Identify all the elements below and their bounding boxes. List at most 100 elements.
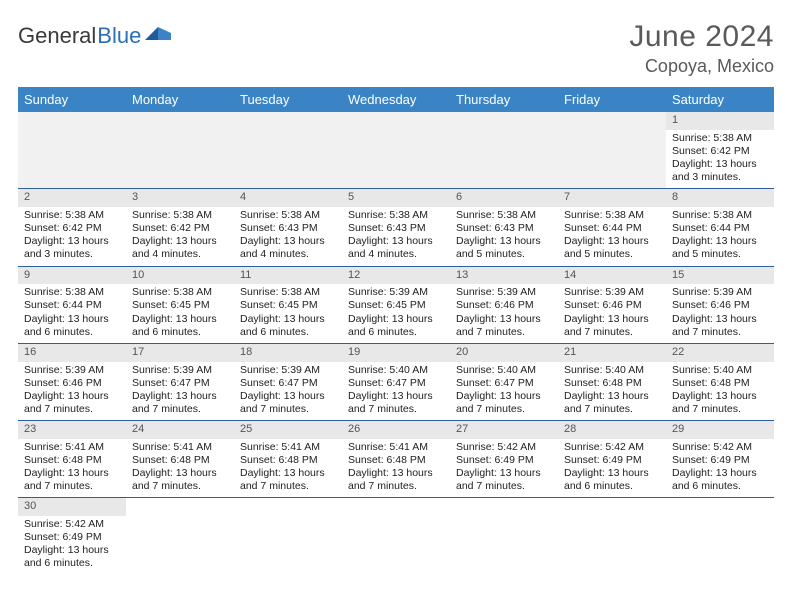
calendar-cell: 10Sunrise: 5:38 AMSunset: 6:45 PMDayligh… <box>126 266 234 343</box>
daylight-text: Daylight: 13 hours and 7 minutes. <box>132 467 228 493</box>
sunrise-text: Sunrise: 5:39 AM <box>348 286 444 299</box>
sunset-text: Sunset: 6:45 PM <box>132 299 228 312</box>
day-number: 18 <box>234 344 342 362</box>
day-details: Sunrise: 5:41 AMSunset: 6:48 PMDaylight:… <box>234 439 342 498</box>
day-number: 15 <box>666 267 774 285</box>
day-details: Sunrise: 5:42 AMSunset: 6:49 PMDaylight:… <box>666 439 774 498</box>
calendar-cell: 24Sunrise: 5:41 AMSunset: 6:48 PMDayligh… <box>126 421 234 498</box>
daylight-text: Daylight: 13 hours and 7 minutes. <box>348 390 444 416</box>
sunrise-text: Sunrise: 5:38 AM <box>672 209 768 222</box>
day-details: Sunrise: 5:38 AMSunset: 6:45 PMDaylight:… <box>126 284 234 343</box>
day-number: 26 <box>342 421 450 439</box>
daylight-text: Daylight: 13 hours and 6 minutes. <box>348 313 444 339</box>
day-details: Sunrise: 5:40 AMSunset: 6:48 PMDaylight:… <box>666 362 774 421</box>
day-details: Sunrise: 5:38 AMSunset: 6:42 PMDaylight:… <box>126 207 234 266</box>
day-number: 21 <box>558 344 666 362</box>
day-number: 3 <box>126 189 234 207</box>
sunset-text: Sunset: 6:46 PM <box>24 377 120 390</box>
day-details: Sunrise: 5:39 AMSunset: 6:45 PMDaylight:… <box>342 284 450 343</box>
calendar-cell: 18Sunrise: 5:39 AMSunset: 6:47 PMDayligh… <box>234 343 342 420</box>
daylight-text: Daylight: 13 hours and 7 minutes. <box>672 390 768 416</box>
location: Copoya, Mexico <box>629 56 774 77</box>
brand-word2: Blue <box>97 23 141 49</box>
calendar-cell: 12Sunrise: 5:39 AMSunset: 6:45 PMDayligh… <box>342 266 450 343</box>
daylight-text: Daylight: 13 hours and 4 minutes. <box>348 235 444 261</box>
daylight-text: Daylight: 13 hours and 7 minutes. <box>456 390 552 416</box>
calendar-cell: 1Sunrise: 5:38 AMSunset: 6:42 PMDaylight… <box>666 112 774 189</box>
calendar-cell: 11Sunrise: 5:38 AMSunset: 6:45 PMDayligh… <box>234 266 342 343</box>
sunset-text: Sunset: 6:49 PM <box>672 454 768 467</box>
sunset-text: Sunset: 6:44 PM <box>24 299 120 312</box>
calendar-cell: 8Sunrise: 5:38 AMSunset: 6:44 PMDaylight… <box>666 189 774 266</box>
sunrise-text: Sunrise: 5:38 AM <box>24 209 120 222</box>
sunset-text: Sunset: 6:48 PM <box>240 454 336 467</box>
calendar-cell: 13Sunrise: 5:39 AMSunset: 6:46 PMDayligh… <box>450 266 558 343</box>
calendar-cell <box>666 498 774 575</box>
calendar-row: 9 Sunrise: 5:38 AM Sunset: 6:44 PM Daylight… <box>18 266 774 343</box>
calendar-cell: 26Sunrise: 5:41 AMSunset: 6:48 PMDayligh… <box>342 421 450 498</box>
calendar-cell <box>558 498 666 575</box>
day-number: 2 <box>18 189 126 207</box>
day-number: 13 <box>450 267 558 285</box>
sunrise-text: Sunrise: 5:38 AM <box>132 209 228 222</box>
day-number: 12 <box>342 267 450 285</box>
sunset-text: Sunset: 6:43 PM <box>348 222 444 235</box>
day-number: 29 <box>666 421 774 439</box>
daylight-text: Daylight: 13 hours and 4 minutes. <box>132 235 228 261</box>
sunset-text: Sunset: 6:46 PM <box>456 299 552 312</box>
calendar-cell: 7Sunrise: 5:38 AMSunset: 6:44 PMDaylight… <box>558 189 666 266</box>
sunset-text: Sunset: 6:48 PM <box>564 377 660 390</box>
day-details: Sunrise: 5:40 AMSunset: 6:48 PMDaylight:… <box>558 362 666 421</box>
sunrise-text: Sunrise: 5:42 AM <box>564 441 660 454</box>
brand-mark-icon <box>145 20 171 46</box>
day-number: 5 <box>342 189 450 207</box>
sunset-text: Sunset: 6:48 PM <box>672 377 768 390</box>
sunset-text: Sunset: 6:46 PM <box>672 299 768 312</box>
sunset-text: Sunset: 6:48 PM <box>24 454 120 467</box>
day-details: Sunrise: 5:38 AMSunset: 6:44 PMDaylight:… <box>558 207 666 266</box>
sunset-text: Sunset: 6:47 PM <box>240 377 336 390</box>
calendar-cell <box>558 112 666 189</box>
weekday-header: Friday <box>558 87 666 112</box>
sunrise-text: Sunrise: 5:38 AM <box>672 132 768 145</box>
daylight-text: Daylight: 13 hours and 7 minutes. <box>24 467 120 493</box>
sunrise-text: Sunrise: 5:41 AM <box>240 441 336 454</box>
sunrise-text: Sunrise: 5:38 AM <box>240 209 336 222</box>
day-details: Sunrise: 5:39 AMSunset: 6:46 PMDaylight:… <box>666 284 774 343</box>
daylight-text: Daylight: 13 hours and 6 minutes. <box>672 467 768 493</box>
sunset-text: Sunset: 6:48 PM <box>348 454 444 467</box>
day-number: 30 <box>18 498 126 516</box>
sunrise-text: Sunrise: 5:39 AM <box>456 286 552 299</box>
sunrise-text: Sunrise: 5:38 AM <box>564 209 660 222</box>
sunrise-text: Sunrise: 5:39 AM <box>564 286 660 299</box>
calendar-cell <box>450 112 558 189</box>
sunrise-text: Sunrise: 5:38 AM <box>240 286 336 299</box>
day-number: 4 <box>234 189 342 207</box>
sunset-text: Sunset: 6:49 PM <box>24 531 120 544</box>
weekday-header: Wednesday <box>342 87 450 112</box>
day-number: 10 <box>126 267 234 285</box>
sunset-text: Sunset: 6:49 PM <box>456 454 552 467</box>
calendar-row: 2Sunrise: 5:38 AMSunset: 6:42 PMDaylight… <box>18 189 774 266</box>
sunrise-text: Sunrise: 5:39 AM <box>672 286 768 299</box>
calendar-cell <box>126 112 234 189</box>
sunset-text: Sunset: 6:48 PM <box>132 454 228 467</box>
sunrise-text: Sunrise: 5:40 AM <box>564 364 660 377</box>
day-number: 14 <box>558 267 666 285</box>
day-number: 6 <box>450 189 558 207</box>
daylight-text: Daylight: 13 hours and 7 minutes. <box>240 390 336 416</box>
sunset-text: Sunset: 6:47 PM <box>456 377 552 390</box>
daylight-text: Daylight: 13 hours and 7 minutes. <box>240 467 336 493</box>
day-number: 22 <box>666 344 774 362</box>
calendar-cell: 14Sunrise: 5:39 AMSunset: 6:46 PMDayligh… <box>558 266 666 343</box>
daylight-text: Daylight: 13 hours and 3 minutes. <box>24 235 120 261</box>
sunset-text: Sunset: 6:47 PM <box>348 377 444 390</box>
day-details: Sunrise: 5:42 AMSunset: 6:49 PMDaylight:… <box>558 439 666 498</box>
daylight-text: Daylight: 13 hours and 6 minutes. <box>24 544 120 570</box>
day-details: Sunrise: 5:38 AMSunset: 6:42 PMDaylight:… <box>18 207 126 266</box>
day-number: 9 <box>18 267 126 285</box>
calendar-cell <box>342 112 450 189</box>
sunrise-text: Sunrise: 5:42 AM <box>672 441 768 454</box>
weekday-header: Sunday <box>18 87 126 112</box>
day-details: Sunrise: 5:39 AMSunset: 6:47 PMDaylight:… <box>234 362 342 421</box>
